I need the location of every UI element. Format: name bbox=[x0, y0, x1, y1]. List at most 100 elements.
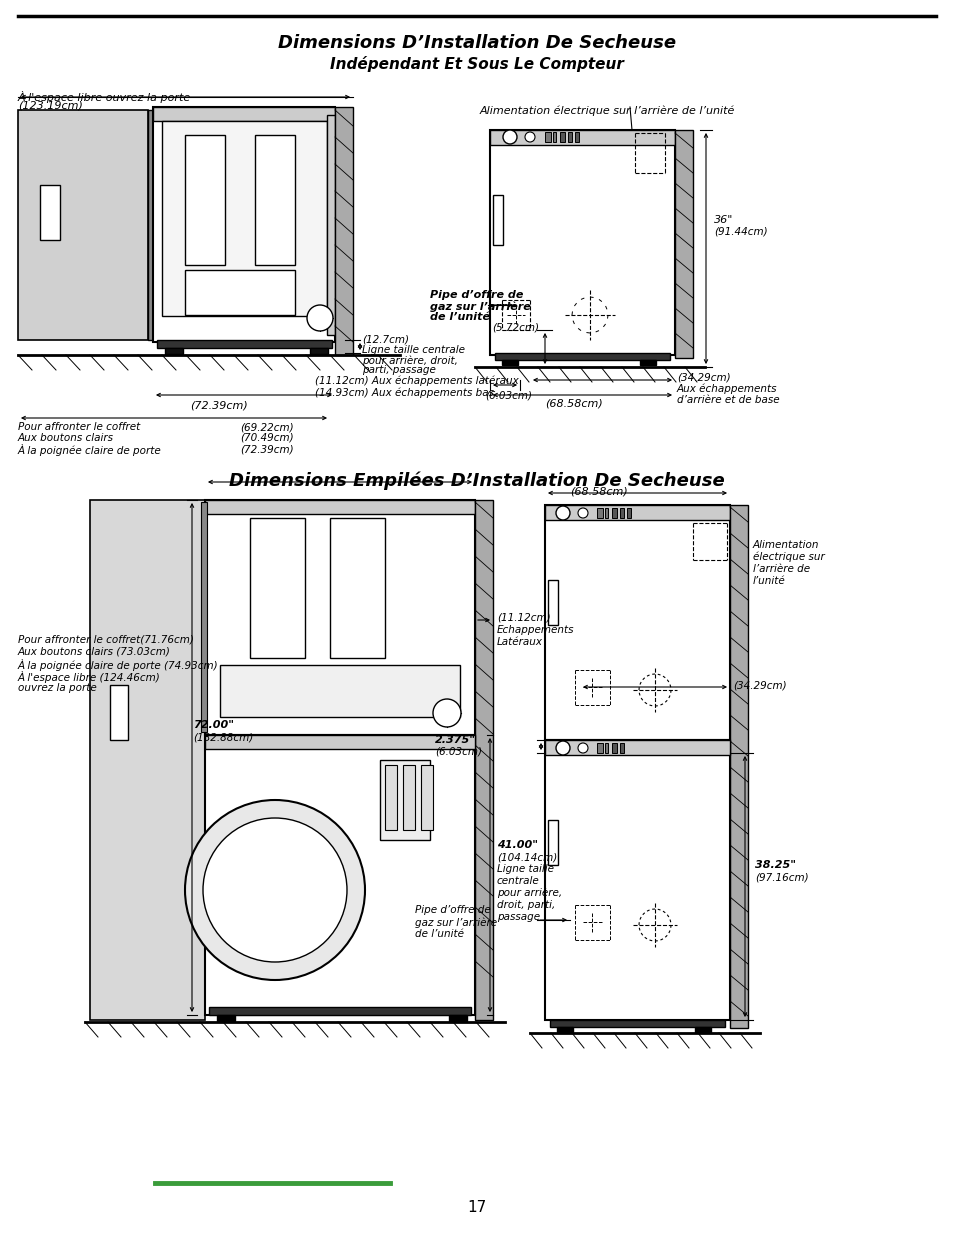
Bar bbox=[544, 132, 551, 142]
Bar bbox=[327, 115, 335, 335]
Bar bbox=[385, 764, 396, 830]
Circle shape bbox=[307, 305, 333, 331]
Text: d’arrière et de base: d’arrière et de base bbox=[677, 395, 779, 405]
Text: (6.03cm): (6.03cm) bbox=[484, 390, 532, 400]
Text: À la poignée claire de porte (74.93cm): À la poignée claire de porte (74.93cm) bbox=[18, 659, 218, 671]
Bar bbox=[335, 107, 353, 354]
Circle shape bbox=[556, 506, 569, 520]
Bar bbox=[675, 130, 692, 358]
Bar bbox=[567, 132, 572, 142]
Text: pour arrière, droit,: pour arrière, droit, bbox=[361, 354, 457, 366]
Text: 41.00": 41.00" bbox=[497, 840, 537, 850]
Text: Pour affronter le coffret: Pour affronter le coffret bbox=[18, 422, 140, 432]
Bar bbox=[40, 185, 60, 240]
Bar bbox=[205, 735, 475, 748]
Bar bbox=[379, 760, 430, 840]
Bar bbox=[420, 764, 433, 830]
Text: Aux boutons clairs: Aux boutons clairs bbox=[18, 433, 113, 443]
Bar bbox=[157, 340, 332, 348]
Bar bbox=[162, 121, 327, 316]
Bar bbox=[201, 501, 207, 732]
Text: 38.25": 38.25" bbox=[754, 860, 795, 869]
Bar bbox=[220, 664, 459, 718]
Text: Dimensions D’Installation De Secheuse: Dimensions D’Installation De Secheuse bbox=[277, 35, 676, 52]
Bar bbox=[553, 132, 556, 142]
Bar bbox=[490, 130, 675, 144]
Text: (182.88cm): (182.88cm) bbox=[193, 732, 253, 742]
Text: l’unité: l’unité bbox=[752, 576, 785, 585]
Bar bbox=[493, 195, 502, 245]
Circle shape bbox=[502, 130, 517, 144]
Text: parti, passage: parti, passage bbox=[361, 366, 436, 375]
Bar bbox=[310, 348, 328, 354]
Text: passage: passage bbox=[497, 911, 539, 923]
Bar bbox=[544, 505, 729, 520]
Circle shape bbox=[433, 699, 460, 727]
Circle shape bbox=[524, 132, 535, 142]
Text: électrique sur: électrique sur bbox=[752, 552, 824, 562]
Bar bbox=[612, 508, 617, 517]
Bar bbox=[547, 580, 558, 625]
Bar bbox=[152, 107, 335, 342]
Bar bbox=[544, 740, 729, 755]
Bar bbox=[639, 359, 656, 366]
Text: de l’unité: de l’unité bbox=[415, 929, 463, 939]
Text: (72.39cm): (72.39cm) bbox=[190, 400, 248, 410]
Text: centrale: centrale bbox=[497, 876, 539, 885]
Text: Pour affronter le coffret(71.76cm): Pour affronter le coffret(71.76cm) bbox=[18, 635, 193, 645]
Bar bbox=[544, 740, 729, 1020]
Bar bbox=[619, 743, 623, 753]
Text: Alimentation électrique sur l’arrière de l’unité: Alimentation électrique sur l’arrière de… bbox=[479, 105, 735, 116]
Text: (11.12cm): (11.12cm) bbox=[497, 613, 550, 622]
Text: (6.03cm): (6.03cm) bbox=[435, 747, 481, 757]
Bar bbox=[619, 508, 623, 517]
Bar bbox=[612, 743, 617, 753]
Text: (70.49cm): (70.49cm) bbox=[240, 433, 294, 443]
Bar bbox=[148, 110, 152, 340]
Text: (68.58cm): (68.58cm) bbox=[544, 398, 602, 408]
Bar bbox=[597, 743, 602, 753]
Text: 2.375": 2.375" bbox=[435, 735, 476, 745]
Bar bbox=[402, 764, 415, 830]
Bar bbox=[152, 107, 335, 121]
Text: (68.58cm): (68.58cm) bbox=[569, 487, 627, 496]
Bar bbox=[695, 1028, 710, 1032]
Text: (72.39cm): (72.39cm) bbox=[240, 445, 294, 454]
Text: (123.19cm): (123.19cm) bbox=[18, 101, 83, 111]
Text: ouvrez la porte: ouvrez la porte bbox=[18, 683, 96, 693]
Text: pour arrière,: pour arrière, bbox=[497, 888, 561, 899]
Bar bbox=[18, 110, 148, 340]
Circle shape bbox=[578, 508, 587, 517]
Bar bbox=[490, 130, 675, 354]
Circle shape bbox=[556, 741, 569, 755]
Circle shape bbox=[185, 800, 365, 981]
Bar bbox=[205, 500, 475, 735]
Bar bbox=[165, 348, 183, 354]
Text: (69.22cm): (69.22cm) bbox=[240, 422, 294, 432]
Bar bbox=[330, 517, 385, 658]
Bar bbox=[626, 508, 630, 517]
Bar bbox=[597, 508, 602, 517]
Text: (11.12cm) Aux échappements latéraux: (11.12cm) Aux échappements latéraux bbox=[314, 375, 518, 387]
Bar bbox=[216, 1015, 234, 1021]
Bar bbox=[90, 500, 205, 1020]
Bar bbox=[557, 1028, 573, 1032]
Bar bbox=[559, 132, 564, 142]
Bar bbox=[604, 743, 607, 753]
Bar bbox=[185, 270, 294, 315]
Text: (97.16cm): (97.16cm) bbox=[754, 872, 808, 882]
Text: gaz sur l’arrière: gaz sur l’arrière bbox=[415, 918, 497, 927]
Text: À la poignée claire de porte: À la poignée claire de porte bbox=[18, 445, 162, 456]
Text: gaz sur l’arrière: gaz sur l’arrière bbox=[430, 301, 530, 311]
Text: de l’unité: de l’unité bbox=[430, 312, 490, 322]
Bar bbox=[495, 353, 669, 359]
Text: 72.00": 72.00" bbox=[193, 720, 233, 730]
Bar bbox=[544, 505, 729, 740]
Text: 17: 17 bbox=[467, 1200, 486, 1215]
Text: À l'espace libre ouvrez la porte: À l'espace libre ouvrez la porte bbox=[18, 91, 191, 103]
Text: (5.72cm): (5.72cm) bbox=[492, 324, 538, 333]
Bar bbox=[547, 820, 558, 864]
Text: Ligne taille: Ligne taille bbox=[497, 864, 554, 874]
Text: Indépendant Et Sous Le Compteur: Indépendant Et Sous Le Compteur bbox=[330, 56, 623, 72]
Text: Alimentation: Alimentation bbox=[752, 540, 819, 550]
